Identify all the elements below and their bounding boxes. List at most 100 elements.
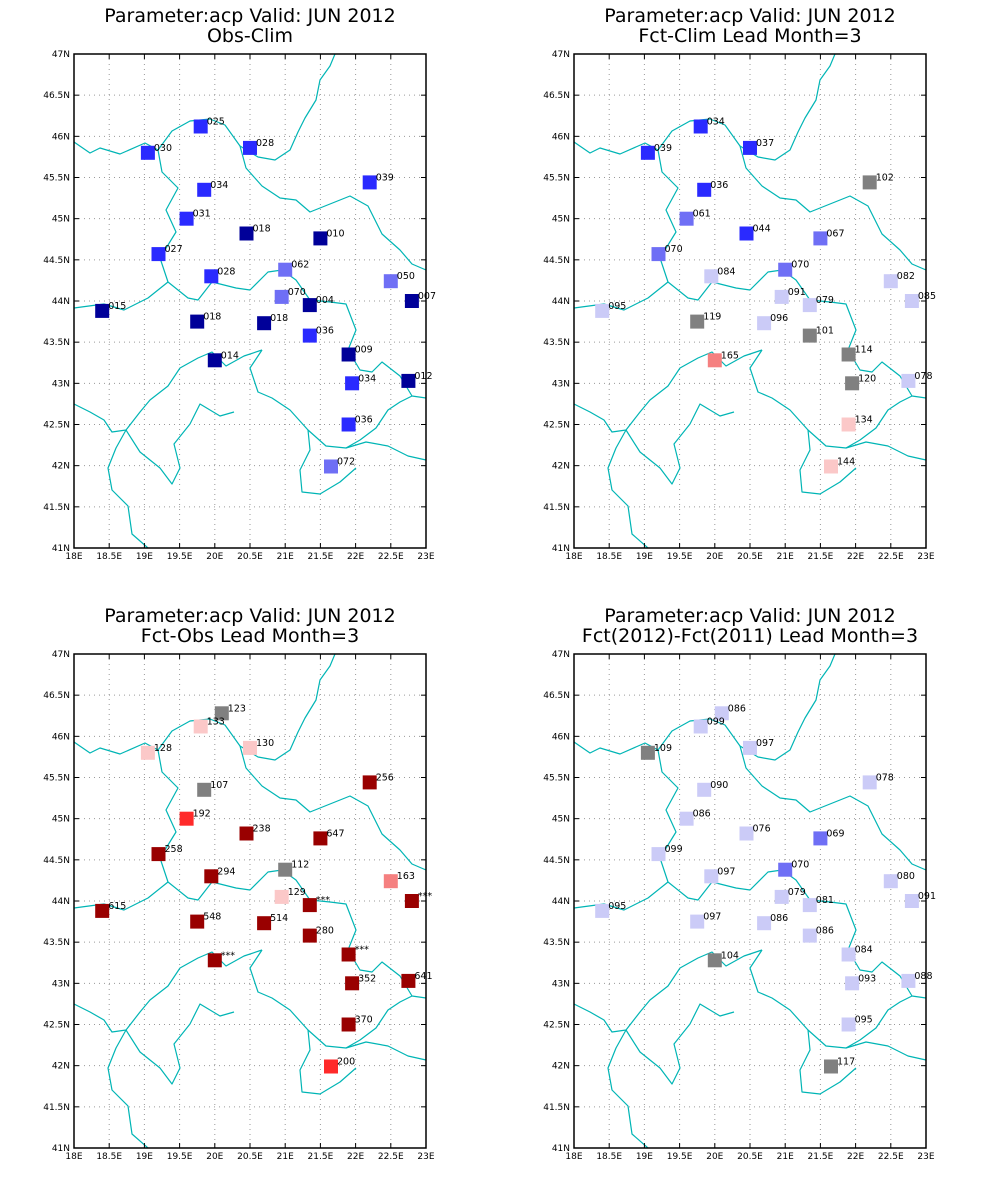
station-marker — [179, 211, 194, 226]
station-marker — [341, 1017, 356, 1032]
y-tick-label: 44N — [552, 297, 570, 307]
station-marker — [193, 719, 208, 734]
y-tick-label: 45.5N — [543, 774, 570, 784]
station-marker — [802, 928, 817, 943]
x-tick-label: 21E — [777, 552, 794, 562]
station-value-label: 095 — [855, 1015, 873, 1026]
x-tick-label: 19E — [136, 1152, 153, 1162]
station-value-label: 061 — [693, 209, 711, 220]
y-tick-label: 41N — [552, 544, 570, 554]
station-marker — [841, 417, 856, 432]
x-tick-label: 23E — [917, 552, 934, 562]
x-tick-label: 23E — [917, 1152, 934, 1162]
y-tick-label: 46.5N — [543, 91, 570, 101]
station-marker — [190, 914, 205, 929]
station-value-label: 088 — [914, 971, 932, 982]
station-value-label: 004 — [316, 295, 334, 306]
station-marker — [278, 262, 293, 277]
station-value-label: 018 — [253, 224, 271, 235]
station-marker — [679, 211, 694, 226]
border-line — [573, 881, 669, 911]
station-marker — [239, 226, 254, 241]
x-tick-label: 21E — [277, 1152, 294, 1162]
x-tick-label: 18.5E — [96, 552, 122, 562]
station-value-label: 079 — [816, 295, 834, 306]
station-value-label: 014 — [221, 350, 239, 361]
gridlines — [74, 654, 426, 1148]
station-marker — [595, 303, 610, 318]
station-value-label: 010 — [326, 228, 344, 239]
y-tick-label: 46N — [552, 132, 570, 142]
station-value-label: 352 — [358, 973, 376, 984]
station-marker — [302, 928, 317, 943]
station-marker — [693, 119, 708, 134]
station-marker — [401, 973, 416, 988]
station-value-label: 012 — [414, 371, 432, 382]
station-value-label: 119 — [703, 312, 721, 323]
border-line — [345, 995, 413, 1049]
station-marker — [243, 140, 257, 155]
x-tick-label: 22E — [847, 1152, 864, 1162]
station-marker — [841, 947, 856, 962]
station-marker — [778, 862, 793, 877]
panel-subtitle: Obs-Clim — [207, 25, 293, 47]
station-marker — [401, 373, 416, 388]
station-value-label: 030 — [154, 143, 172, 154]
panel-title: Parameter:acp Valid: JUN 2012 — [104, 605, 395, 627]
station-marker — [813, 831, 828, 846]
x-tick-label: 21.5E — [808, 1152, 834, 1162]
border-line — [73, 53, 336, 161]
station-value-label: 070 — [288, 287, 306, 298]
station-marker — [904, 894, 919, 908]
border-line — [573, 349, 763, 433]
border-line — [573, 53, 836, 161]
y-tick-label: 45N — [52, 815, 70, 825]
station-value-label: 086 — [770, 913, 788, 924]
border-line — [749, 349, 927, 461]
x-tick-label: 18E — [565, 552, 582, 562]
station-marker — [824, 459, 838, 474]
station-marker — [324, 1059, 338, 1074]
station-marker — [862, 175, 877, 190]
border-line — [73, 653, 336, 761]
station-marker — [341, 347, 356, 362]
border-line — [239, 145, 427, 271]
station-marker — [278, 862, 293, 877]
station-value-label: 070 — [791, 860, 809, 871]
station-value-label: 084 — [717, 266, 735, 277]
x-tick-label: 20.5E — [237, 552, 263, 562]
y-tick-label: 43N — [52, 979, 70, 989]
border-line — [799, 429, 857, 495]
station-value-label: 081 — [816, 895, 834, 906]
station-value-label: 099 — [665, 844, 683, 855]
station-marker — [640, 145, 655, 160]
x-tick-label: 21E — [777, 1152, 794, 1162]
station-marker — [341, 947, 356, 962]
station-value-label: 099 — [707, 717, 725, 728]
station-value-label: 036 — [316, 326, 334, 337]
station-marker — [404, 294, 419, 308]
x-tick-label: 20.5E — [737, 1152, 763, 1162]
station-value-label: 080 — [897, 871, 915, 882]
station-marker — [190, 314, 205, 329]
station-value-label: 009 — [355, 345, 373, 356]
y-tick-label: 41N — [52, 1144, 70, 1154]
border-line — [607, 429, 649, 549]
station-value-label: 104 — [721, 950, 739, 961]
station-value-label: 370 — [355, 1015, 373, 1026]
station-value-label: 130 — [256, 738, 274, 749]
station-marker — [197, 782, 212, 797]
station-value-label: 084 — [855, 945, 873, 956]
station-marker — [757, 916, 772, 931]
border-line — [73, 881, 169, 911]
border-line — [249, 349, 427, 461]
station-marker — [824, 1059, 838, 1074]
station-value-label: 123 — [228, 703, 246, 714]
y-tick-label: 44N — [552, 897, 570, 907]
station-marker — [404, 894, 419, 908]
x-tick-label: 22E — [347, 1152, 364, 1162]
border-line — [73, 949, 263, 1033]
station-value-label: 091 — [918, 891, 936, 902]
station-marker — [204, 869, 219, 884]
